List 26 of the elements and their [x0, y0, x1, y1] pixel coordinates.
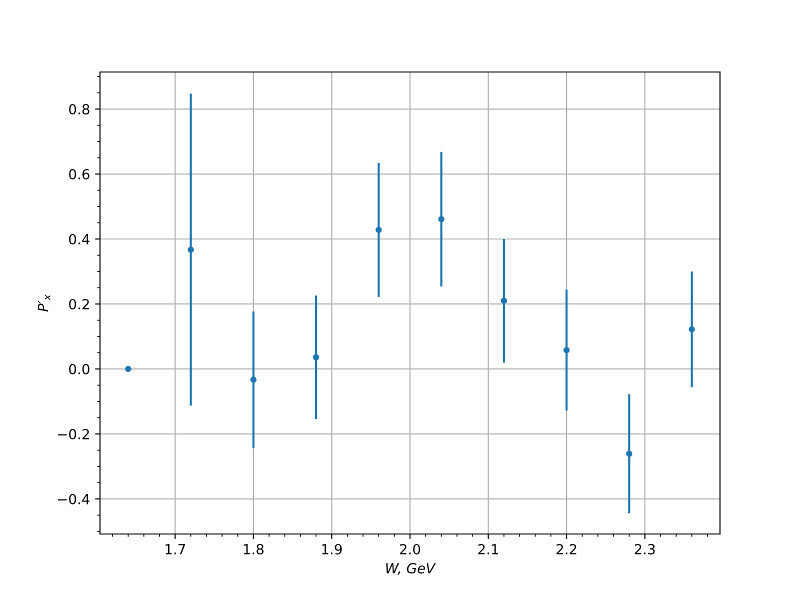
x-tick-label: 2.1	[478, 544, 498, 554]
x-tick-label: 1.8	[244, 544, 264, 554]
point	[563, 346, 570, 354]
y-tick-label: 0.4	[69, 234, 90, 244]
point	[250, 376, 257, 383]
point	[312, 354, 320, 360]
y-tick-label: −0.4	[58, 494, 90, 504]
x-axis-title: W, GeV	[386, 562, 436, 575]
point	[688, 326, 695, 332]
y-tick-label: 0.6	[69, 168, 90, 180]
point	[500, 298, 508, 304]
x-tick-label: 2.3	[634, 544, 655, 554]
point	[125, 366, 132, 372]
point	[438, 216, 444, 222]
y-tick-label: 0.8	[69, 104, 90, 115]
y-tick-label: 0.2	[69, 298, 89, 310]
x-tick-label: 1.9	[322, 544, 342, 554]
x-tick-label: 2.0	[400, 544, 420, 554]
point	[376, 226, 382, 234]
y-tick-label: 0.0	[69, 364, 90, 374]
y-axis-title: P′$_{x}$	[38, 294, 50, 312]
point	[188, 246, 194, 253]
y-tick-label: −0.2	[58, 428, 89, 440]
x-tick-label: 2.2	[556, 544, 576, 554]
point	[626, 450, 632, 457]
x-tick-label: 1.7	[166, 544, 186, 554]
